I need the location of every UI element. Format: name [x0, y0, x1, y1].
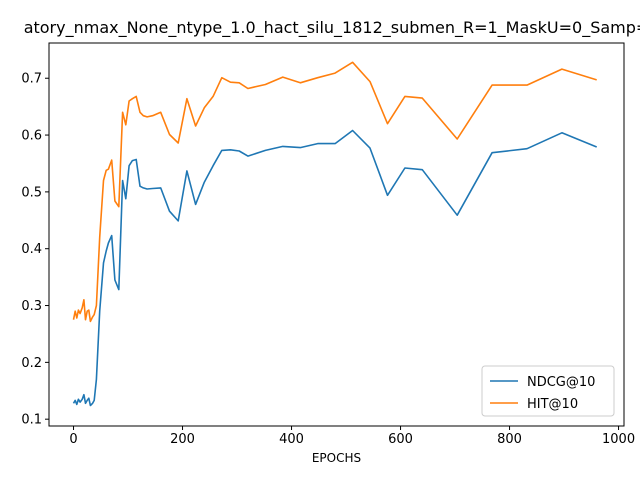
plot-frame [48, 42, 625, 427]
y-tick-label: 0.6 [21, 129, 42, 144]
x-tick-label: 400 [279, 432, 304, 447]
y-tick-label: 0.1 [21, 413, 42, 428]
series-line-ndcg-10 [72, 129, 598, 407]
x-tick-label: 200 [170, 432, 195, 447]
x-tick-label: 1000 [602, 432, 635, 447]
chart-title: atory_nmax_None_ntype_1.0_hact_silu_1812… [24, 18, 640, 38]
y-tick-label: 0.5 [21, 185, 42, 200]
legend-label: NDCG@10 [527, 375, 595, 390]
y-tick-label: 0.3 [21, 299, 42, 314]
y-axis-ticks: 0.1 0.2 0.3 0.4 0.5 0.6 0.7 [21, 72, 49, 428]
series-line-hit-10 [72, 61, 597, 323]
y-tick-label: 0.4 [21, 242, 42, 257]
x-axis-ticks: 0 200 400 600 800 1000 [69, 426, 635, 447]
y-tick-label: 0.2 [21, 356, 42, 371]
x-tick-label: 600 [388, 432, 413, 447]
x-axis-label: EPOCHS [312, 451, 361, 465]
plot-lines [72, 61, 598, 407]
x-tick-label: 0 [69, 432, 77, 447]
legend-label: HIT@10 [527, 397, 578, 412]
x-tick-label: 800 [497, 432, 522, 447]
legend: NDCG@10 HIT@10 [481, 365, 615, 417]
y-tick-label: 0.7 [21, 72, 42, 87]
